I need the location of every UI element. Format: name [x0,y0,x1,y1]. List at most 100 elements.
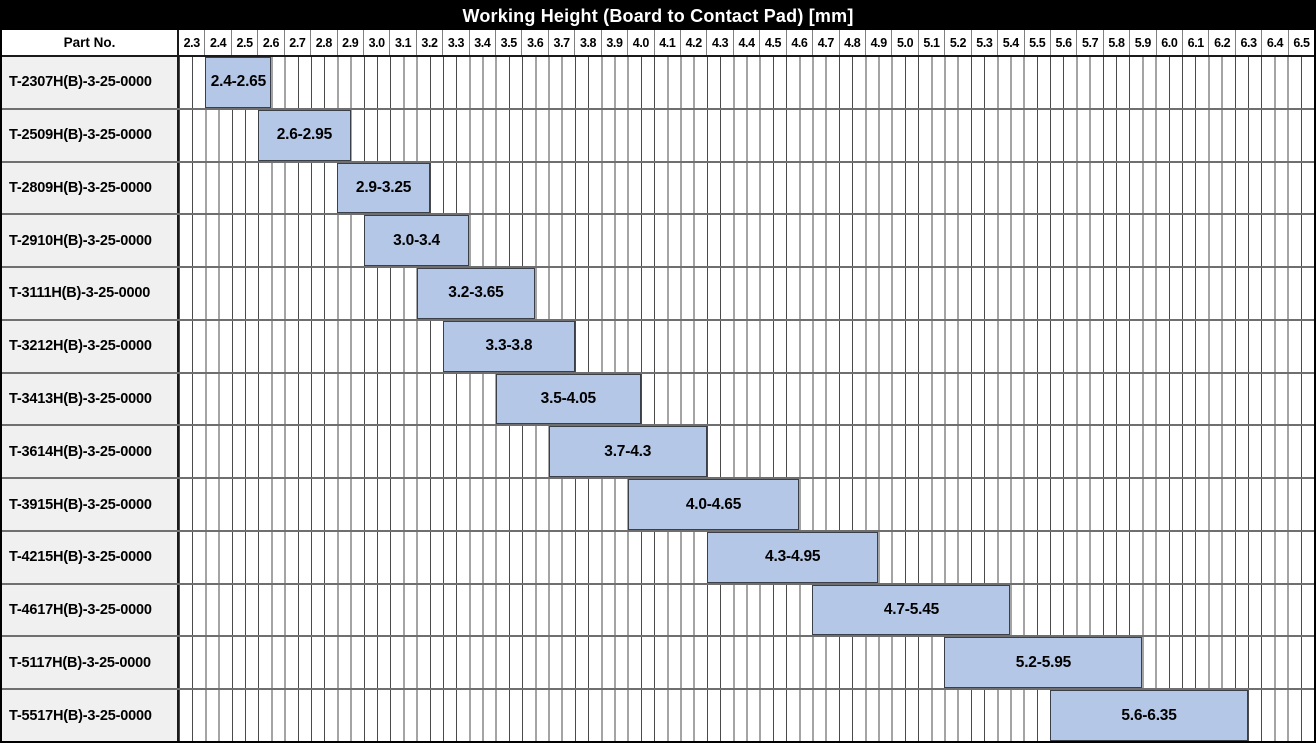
range-bar-label: 2.9-3.25 [355,178,412,196]
range-bar: 2.9-3.25 [337,162,430,214]
row-grid: 4.7-5.45 [179,584,1314,636]
range-bar-label: 3.0-3.4 [393,231,440,249]
part-number-cell: T-3212H(B)-3-25-0000 [2,320,179,372]
table-row: T-2509H(B)-3-25-0000 2.6-2.95 [2,109,1314,163]
range-bar: 3.7-4.3 [548,426,707,478]
row-grid: 5.2-5.95 [179,637,1314,689]
range-bar: 3.2-3.65 [416,268,536,319]
axis-tick-label: 5.9 [1130,30,1157,55]
range-bar: 5.6-6.35 [1050,690,1248,741]
part-number-cell: T-3614H(B)-3-25-0000 [2,426,179,478]
row-grid: 3.3-3.8 [179,320,1314,372]
table-row: T-4617H(B)-3-25-0000 4.7-5.45 [2,584,1314,638]
range-bar: 3.3-3.8 [442,320,575,372]
axis-header-row: Part No. 2.3 2.4 2.5 2.6 2.7 2.8 2.9 3.0… [2,30,1314,57]
axis-tick-label: 2.4 [205,30,232,55]
part-number-cell: T-2509H(B)-3-25-0000 [2,109,179,161]
range-bar-label: 4.7-5.45 [883,601,940,619]
range-bar-label: 3.7-4.3 [604,442,652,460]
range-bar-label: 4.0-4.65 [685,495,742,513]
axis-tick-label: 5.5 [1025,30,1051,55]
axis-tick-label: 5.3 [972,30,999,55]
axis-tick-label: 2.6 [258,30,285,55]
axis-tick-label: 4.1 [655,30,682,55]
axis-tick-label: 3.9 [602,30,629,55]
axis-tick-label: 5.6 [1051,30,1078,55]
range-bar: 5.2-5.95 [944,637,1143,689]
axis-tick-label: 3.4 [470,30,497,55]
axis-tick-label: 5.1 [919,30,946,55]
row-grid: 3.0-3.4 [179,215,1314,267]
row-grid: 4.3-4.95 [179,531,1314,583]
axis-tick-label: 3.5 [496,30,523,55]
range-bar: 2.4-2.65 [205,57,272,108]
range-bar: 2.6-2.95 [258,109,351,161]
axis-tick-labels: 2.3 2.4 2.5 2.6 2.7 2.8 2.9 3.0 3.1 3.2 … [179,30,1314,55]
part-number-cell: T-4215H(B)-3-25-0000 [2,531,179,583]
part-no-column-header: Part No. [2,30,179,55]
table-row: T-2307H(B)-3-25-0000 2.4-2.65 [2,57,1314,110]
axis-tick-label: 3.2 [417,30,444,55]
axis-tick-label: 3.6 [522,30,549,55]
table-row: T-2809H(B)-3-25-0000 2.9-3.25 [2,162,1314,216]
table-row: T-4215H(B)-3-25-0000 4.3-4.95 [2,531,1314,585]
row-grid: 4.0-4.65 [179,479,1314,530]
axis-tick-label: 2.3 [179,30,206,55]
axis-tick-label: 3.0 [364,30,391,55]
part-number-cell: T-3915H(B)-3-25-0000 [2,479,179,530]
range-bar: 4.3-4.95 [706,531,879,583]
table-row: T-3413H(B)-3-25-0000 3.5-4.05 [2,373,1314,427]
table-row: T-2910H(B)-3-25-0000 3.0-3.4 [2,215,1314,269]
axis-tick-label: 4.8 [840,30,866,55]
axis-tick-label: 5.4 [998,30,1025,55]
range-bar-label: 4.3-4.95 [765,548,821,566]
table-row: T-3212H(B)-3-25-0000 3.3-3.8 [2,320,1314,374]
part-number-cell: T-3111H(B)-3-25-0000 [2,268,179,319]
range-bar-label: 2.4-2.65 [210,73,267,91]
table-row: T-3614H(B)-3-25-0000 3.7-4.3 [2,426,1314,480]
part-number-cell: T-2910H(B)-3-25-0000 [2,215,179,267]
axis-tick-label: 4.7 [813,30,840,55]
axis-tick-label: 4.5 [760,30,787,55]
row-grid: 2.4-2.65 [179,57,1314,108]
range-bar: 4.7-5.45 [812,584,1011,636]
part-number-cell: T-3413H(B)-3-25-0000 [2,373,179,425]
part-number-cell: T-4617H(B)-3-25-0000 [2,584,179,636]
axis-tick-label: 4.3 [707,30,734,55]
row-grid: 2.6-2.95 [179,109,1314,161]
axis-tick-label: 5.7 [1077,30,1104,55]
axis-tick-label: 6.1 [1183,30,1210,55]
range-bar-label: 3.3-3.8 [485,337,533,355]
axis-tick-label: 6.5 [1293,35,1310,50]
table-row: T-3111H(B)-3-25-0000 3.2-3.65 [2,268,1314,321]
chart-rows: T-2307H(B)-3-25-0000 2.4-2.65 T-2509H(B)… [2,57,1314,741]
axis-tick-label: 2.8 [311,30,338,55]
axis-tick-label: 4.9 [866,30,893,55]
range-bar: 3.0-3.4 [363,215,470,267]
part-number-cell: T-2307H(B)-3-25-0000 [2,57,179,108]
range-bar-label: 5.2-5.95 [1015,653,1072,671]
chart-title: Working Height (Board to Contact Pad) [m… [2,2,1314,30]
axis-tick-label: 6.3 [1236,30,1263,55]
range-bar-label: 3.2-3.65 [448,284,504,302]
axis-tick-label: 3.8 [575,30,602,55]
axis-tick-label: 2.7 [285,30,312,55]
row-grid: 3.7-4.3 [179,426,1314,478]
row-grid: 3.2-3.65 [179,268,1314,319]
axis-tick-label: 6.0 [1157,30,1184,55]
row-grid: 3.5-4.05 [179,373,1314,425]
part-number-cell: T-2809H(B)-3-25-0000 [2,162,179,214]
axis-tick-label: 6.4 [1262,30,1289,55]
axis-tick-label: 4.6 [787,30,814,55]
axis-tick-label: 2.5 [232,30,259,55]
table-row: T-5517H(B)-3-25-0000 5.6-6.35 [2,690,1314,741]
axis-tick-label: 6.2 [1209,30,1236,55]
range-bar-label: 5.6-6.35 [1121,706,1177,724]
axis-tick-label: 5.2 [945,30,972,55]
range-bar-label: 3.5-4.05 [540,389,596,407]
axis-tick-label: 2.9 [338,30,364,55]
range-bar: 4.0-4.65 [627,479,800,530]
axis-tick-label: 4.2 [681,30,708,55]
table-row: T-5117H(B)-3-25-0000 5.2-5.95 [2,637,1314,691]
